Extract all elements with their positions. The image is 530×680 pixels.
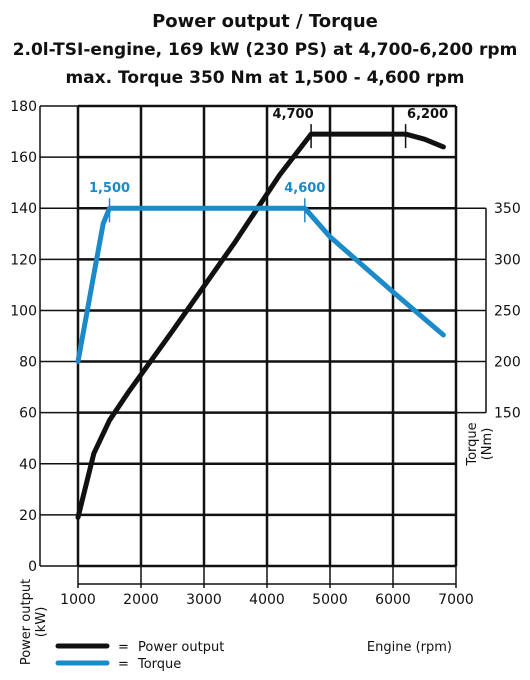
left-tick-label: 40 [19,457,37,473]
left-tick-label: 140 [10,201,37,217]
x-tick-label: 6000 [375,592,411,608]
left-tick-label: 100 [10,303,37,319]
legend-symbol: = [118,657,129,672]
right-tick-label: 300 [494,252,521,268]
chart-title: Power output / Torque [152,11,378,32]
series-line-power-output [75,131,446,520]
left-tick-label: 180 [10,99,37,115]
legend-label: Power output [138,640,224,655]
left-tick-label: 0 [28,559,37,575]
annotation-label: 6,200 [407,107,448,122]
right-tick-label: 200 [494,355,521,371]
left-tick-label: 80 [19,355,37,371]
right-tick-label: 350 [494,201,521,217]
series-line-torque [75,205,446,365]
legend-symbol: = [118,640,129,655]
x-tick-label: 5000 [312,592,348,608]
x-tick-label: 2000 [123,592,159,608]
left-tick-label: 160 [10,150,37,166]
x-axis-title: Engine (rpm) [367,640,452,655]
right-tick-label: 150 [494,406,521,422]
x-tick-label: 4000 [249,592,285,608]
legend-label: Torque [137,657,181,672]
annotation-label: 4,700 [273,107,314,122]
chart-titles: Power output / Torque 2.0l-TSI-engine, 1… [0,8,530,92]
chart-subtitle-1: 2.0l-TSI-engine, 169 kW (230 PS) at 4,70… [12,40,518,60]
left-tick-label: 60 [19,406,37,422]
annotation-label: 4,600 [284,181,325,196]
y-axis-title-left: Power output(kW) [19,579,49,665]
chart-subtitle-2: max. Torque 350 Nm at 1,500 - 4,600 rpm [65,68,465,88]
x-tick-label: 3000 [186,592,222,608]
x-tick-label: 1000 [60,592,96,608]
right-tick-label: 250 [494,303,521,319]
left-tick-label: 20 [19,508,37,524]
x-tick-label: 7000 [438,592,474,608]
y-axis-title-right: Torque(Nm) [465,422,495,466]
annotation-label: 1,500 [89,181,130,196]
left-tick-label: 120 [10,252,37,268]
